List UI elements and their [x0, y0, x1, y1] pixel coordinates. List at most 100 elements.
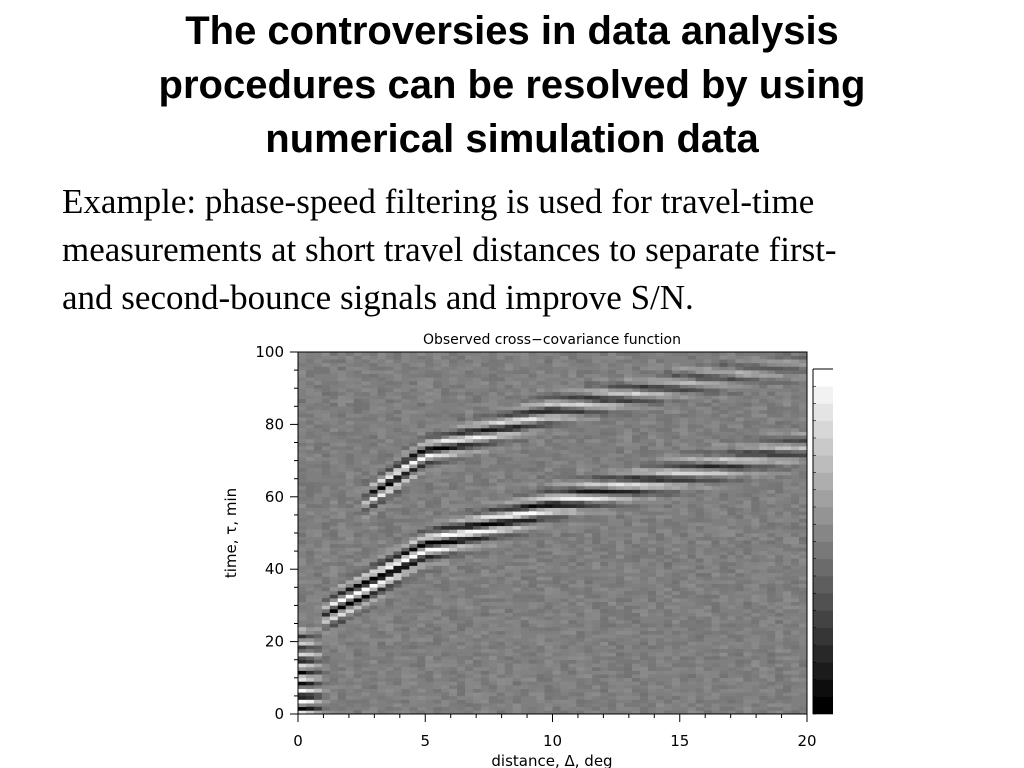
heatmap-cell	[608, 471, 617, 476]
heatmap-cell	[584, 464, 593, 469]
heatmap-cell	[512, 587, 521, 592]
heatmap-cell	[576, 384, 585, 389]
heatmap-cell	[663, 388, 673, 393]
heatmap-cell	[504, 453, 514, 458]
heatmap-cell	[679, 580, 688, 584]
heatmap-cell	[369, 670, 378, 675]
heatmap-cell	[727, 529, 736, 534]
heatmap-cell	[536, 598, 545, 603]
heatmap-cell	[719, 677, 728, 682]
heatmap-cell	[600, 637, 609, 642]
heatmap-cell	[576, 489, 585, 494]
heatmap-cell	[425, 522, 434, 527]
heatmap-cell	[775, 420, 784, 425]
heatmap-cell	[576, 522, 585, 527]
heatmap-cell	[663, 558, 673, 563]
heatmap-cell	[353, 612, 362, 617]
heatmap-cell	[361, 666, 370, 671]
heatmap-cell	[369, 406, 378, 411]
heatmap-cell	[655, 456, 665, 461]
heatmap-cell	[457, 456, 466, 461]
heatmap-cell	[679, 652, 688, 657]
heatmap-cell	[536, 377, 545, 382]
heatmap-cell	[687, 366, 696, 371]
heatmap-cell	[361, 681, 370, 686]
heatmap-cell	[417, 605, 426, 610]
heatmap-cell	[671, 685, 681, 689]
heatmap-cell	[576, 561, 585, 566]
heatmap-cell	[345, 413, 354, 418]
heatmap-cell	[647, 493, 657, 498]
heatmap-cell	[775, 493, 784, 498]
heatmap-cell	[735, 500, 744, 505]
heatmap-cell	[449, 634, 458, 639]
heatmap-cell	[608, 373, 617, 378]
heatmap-cell	[337, 438, 347, 443]
heatmap-cell	[560, 525, 569, 530]
heatmap-cell	[624, 460, 633, 465]
heatmap-cell	[480, 522, 490, 527]
heatmap-cell	[719, 399, 728, 403]
body-line: measurements at short travel distances t…	[62, 230, 837, 269]
heatmap-cell	[600, 482, 609, 487]
heatmap-cell	[759, 583, 768, 588]
heatmap-cell	[488, 471, 498, 476]
heatmap-cell	[608, 482, 617, 487]
heatmap-cell	[632, 706, 641, 711]
heatmap-cell	[401, 609, 410, 613]
heatmap-cell	[512, 706, 521, 711]
heatmap-cell	[624, 703, 633, 708]
heatmap-cell	[369, 590, 378, 595]
heatmap-cell	[377, 547, 386, 552]
heatmap-cell	[353, 666, 362, 671]
heatmap-cell	[647, 435, 657, 440]
heatmap-cell	[353, 384, 362, 389]
heatmap-cell	[647, 471, 657, 476]
heatmap-cell	[600, 623, 609, 628]
heatmap-cell	[560, 609, 569, 613]
heatmap-cell	[711, 456, 720, 461]
heatmap-cell	[632, 598, 641, 603]
heatmap-cell	[441, 699, 450, 704]
heatmap-cell	[329, 648, 339, 653]
heatmap-cell	[552, 543, 561, 548]
heatmap-cell	[576, 699, 585, 704]
heatmap-cell	[329, 431, 339, 436]
heatmap-cell	[799, 482, 808, 487]
heatmap-cell	[663, 485, 673, 490]
heatmap-cell	[647, 370, 657, 375]
heatmap-cell	[560, 619, 569, 624]
heatmap-cell	[719, 529, 728, 534]
heatmap-cell	[608, 500, 617, 505]
heatmap-cell	[703, 594, 712, 599]
heatmap-cell	[687, 601, 696, 606]
heatmap-cell	[639, 377, 649, 382]
heatmap-cell	[449, 380, 458, 385]
heatmap-cell	[639, 370, 649, 375]
heatmap-cell	[345, 630, 354, 635]
heatmap-cell	[552, 529, 561, 534]
heatmap-cell	[504, 456, 514, 461]
heatmap-cell	[592, 659, 601, 664]
heatmap-cell	[735, 688, 744, 693]
heatmap-cell	[536, 641, 545, 646]
heatmap-cell	[544, 359, 553, 364]
heatmap-cell	[775, 352, 784, 356]
heatmap-cell	[568, 583, 577, 588]
heatmap-cell	[592, 565, 601, 570]
heatmap-cell	[393, 352, 402, 356]
heatmap-cell	[751, 406, 760, 411]
heatmap-cell	[512, 402, 521, 407]
heatmap-cell	[727, 695, 736, 700]
heatmap-cell	[783, 435, 792, 440]
heatmap-cell	[568, 409, 577, 414]
heatmap-cell	[687, 703, 696, 708]
heatmap-cell	[743, 609, 752, 613]
heatmap-cell	[425, 616, 434, 621]
heatmap-cell	[393, 485, 402, 490]
heatmap-cell	[544, 478, 553, 483]
heatmap-cell	[504, 681, 514, 686]
heatmap-cell	[687, 634, 696, 639]
heatmap-cell	[655, 634, 665, 639]
heatmap-cell	[465, 554, 474, 559]
